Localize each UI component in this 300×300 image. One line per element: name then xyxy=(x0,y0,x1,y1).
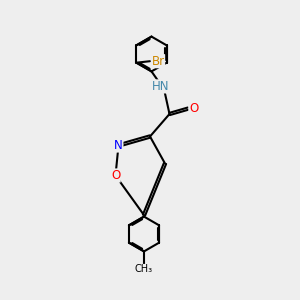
Text: N: N xyxy=(114,139,123,152)
Text: HN: HN xyxy=(152,80,170,93)
Text: O: O xyxy=(111,169,120,182)
Text: Br: Br xyxy=(152,55,165,68)
Text: CH₃: CH₃ xyxy=(135,264,153,274)
Text: O: O xyxy=(189,102,198,115)
